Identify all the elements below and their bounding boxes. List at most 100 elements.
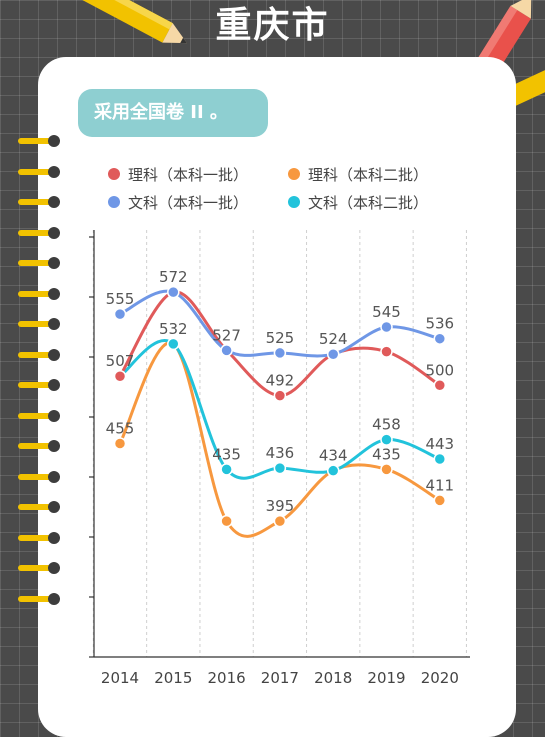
- ring-binder: [18, 470, 62, 483]
- data-label: 532: [159, 320, 188, 338]
- data-point: [273, 389, 287, 402]
- data-label: 527: [212, 326, 241, 344]
- ring-wire: [18, 321, 52, 327]
- ring-hole: [48, 196, 60, 208]
- legend-dot: [288, 196, 300, 208]
- data-point: [113, 307, 127, 321]
- data-label: 455: [106, 420, 135, 438]
- legend-label: 文科（本科一批）: [128, 193, 249, 212]
- data-point: [220, 344, 233, 357]
- ring-hole: [48, 470, 60, 483]
- data-point: [167, 285, 180, 299]
- data-point: [433, 452, 447, 466]
- data-label: 500: [425, 361, 454, 379]
- legend-item-arts-first: 文科（本科一批）: [108, 191, 288, 213]
- ring-hole: [48, 318, 60, 330]
- legend-item-science-second: 理科（本科二批）: [288, 163, 468, 185]
- pencil-left-icon: [74, 0, 187, 44]
- data-point: [433, 379, 447, 392]
- x-tick-label: 2016: [208, 669, 246, 687]
- ring-binder: [18, 257, 62, 269]
- ring-wire: [18, 382, 52, 388]
- exam-note-badge: 采用全国卷 II 。: [78, 89, 268, 137]
- data-label: 443: [425, 435, 454, 453]
- ring-hole: [48, 531, 60, 544]
- data-point: [326, 347, 340, 361]
- data-point: [380, 345, 393, 358]
- data-point: [380, 320, 393, 334]
- data-point: [113, 437, 127, 450]
- data-point: [220, 514, 233, 528]
- ring-binder: [18, 562, 62, 574]
- legend-label: 理科（本科二批）: [308, 165, 429, 184]
- ring-wire: [18, 168, 52, 175]
- ring-hole: [48, 562, 60, 574]
- data-point: [220, 463, 233, 476]
- ring-binder: [18, 409, 62, 422]
- data-label: 524: [319, 330, 348, 348]
- legend-item-science-first: 理科（本科一批）: [108, 163, 288, 185]
- data-label: 525: [266, 329, 295, 347]
- chart-legend: 理科（本科一批） 理科（本科二批） 文科（本科一批） 文科（本科二批）: [108, 163, 468, 213]
- line-chart: 2014 2015 2016 2017 2018 2019 2020 555 507 455 572…: [89, 230, 470, 687]
- ring-wire: [18, 199, 52, 205]
- ring-wire: [18, 443, 52, 449]
- ring-hole: [48, 440, 60, 452]
- ring-hole: [48, 501, 60, 513]
- ring-binder: [18, 287, 62, 300]
- ring-binder: [18, 318, 62, 330]
- ring-binder: [18, 592, 62, 605]
- ring-hole: [48, 409, 60, 422]
- ring-binder: [18, 501, 62, 513]
- ring-hole: [48, 165, 60, 178]
- data-label: 411: [425, 476, 454, 494]
- data-point: [326, 464, 340, 477]
- data-point: [273, 461, 287, 475]
- data-label: 507: [106, 352, 135, 370]
- data-label: 572: [159, 268, 188, 286]
- ring-wire: [18, 534, 52, 541]
- legend-dot: [108, 196, 120, 208]
- ring-wire: [18, 290, 52, 297]
- legend-dot: [288, 168, 300, 180]
- x-tick-label: 2015: [154, 669, 192, 687]
- data-label: 434: [319, 447, 348, 465]
- x-tick-label: 2020: [421, 669, 459, 687]
- ring-wire: [18, 138, 52, 144]
- ring-hole: [48, 592, 60, 605]
- data-label: 458: [372, 416, 401, 434]
- data-point: [273, 346, 287, 360]
- x-tick-label: 2018: [314, 669, 352, 687]
- data-label: 536: [425, 315, 454, 333]
- data-label: 435: [212, 445, 241, 463]
- ring-binder: [18, 135, 62, 147]
- ring-wire: [18, 473, 52, 480]
- ring-binder: [18, 440, 62, 452]
- data-label: 435: [372, 445, 401, 463]
- ring-wire: [18, 229, 52, 236]
- ring-hole: [48, 257, 60, 269]
- data-label: 545: [372, 303, 401, 321]
- ring-hole: [48, 379, 60, 391]
- ring-wire: [18, 260, 52, 266]
- legend-item-arts-second: 文科（本科二批）: [288, 191, 468, 213]
- ring-wire: [18, 412, 52, 419]
- data-point: [433, 332, 447, 345]
- data-label: 555: [106, 290, 135, 308]
- ring-hole: [48, 287, 60, 300]
- data-point: [167, 337, 180, 351]
- x-tick-label: 2019: [367, 669, 405, 687]
- ring-binder: [18, 531, 62, 544]
- data-point: [380, 463, 393, 476]
- data-label: 436: [266, 444, 295, 462]
- data-label: 492: [266, 372, 295, 390]
- data-label: 395: [266, 497, 295, 515]
- ring-binder: [18, 379, 62, 391]
- ring-wire: [18, 595, 52, 602]
- ring-binder: [18, 226, 62, 239]
- ring-hole: [48, 226, 60, 239]
- x-tick-label: 2014: [101, 669, 139, 687]
- ring-hole: [48, 348, 60, 361]
- ring-wire: [18, 565, 52, 571]
- page-title: 重庆市: [215, 5, 330, 46]
